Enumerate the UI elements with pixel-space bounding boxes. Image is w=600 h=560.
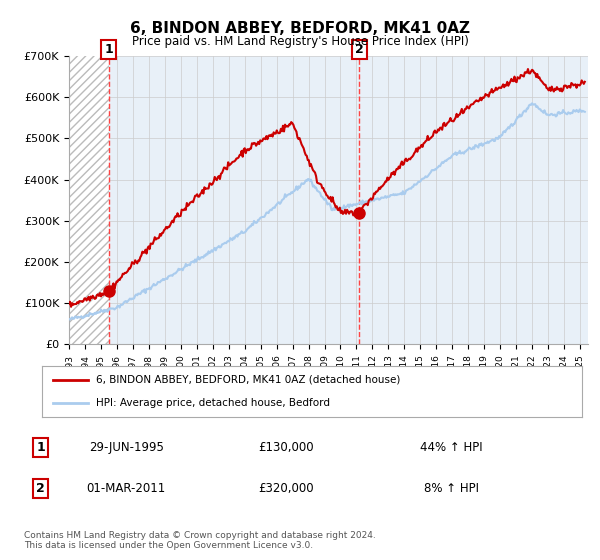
Text: 6, BINDON ABBEY, BEDFORD, MK41 0AZ (detached house): 6, BINDON ABBEY, BEDFORD, MK41 0AZ (deta…: [96, 375, 400, 385]
Text: Price paid vs. HM Land Registry's House Price Index (HPI): Price paid vs. HM Land Registry's House …: [131, 35, 469, 48]
Text: 01-MAR-2011: 01-MAR-2011: [86, 482, 166, 495]
Text: 8% ↑ HPI: 8% ↑ HPI: [424, 482, 479, 495]
Text: 29-JUN-1995: 29-JUN-1995: [89, 441, 164, 454]
Text: £130,000: £130,000: [258, 441, 314, 454]
Text: 44% ↑ HPI: 44% ↑ HPI: [420, 441, 482, 454]
Text: 2: 2: [355, 43, 364, 56]
Text: 1: 1: [37, 441, 45, 454]
Text: HPI: Average price, detached house, Bedford: HPI: Average price, detached house, Bedf…: [96, 398, 330, 408]
Text: Contains HM Land Registry data © Crown copyright and database right 2024.
This d: Contains HM Land Registry data © Crown c…: [24, 531, 376, 550]
Text: 6, BINDON ABBEY, BEDFORD, MK41 0AZ: 6, BINDON ABBEY, BEDFORD, MK41 0AZ: [130, 21, 470, 36]
Text: 1: 1: [104, 43, 113, 56]
Text: £320,000: £320,000: [258, 482, 314, 495]
Bar: [69, 56, 109, 344]
Text: 2: 2: [37, 482, 45, 495]
